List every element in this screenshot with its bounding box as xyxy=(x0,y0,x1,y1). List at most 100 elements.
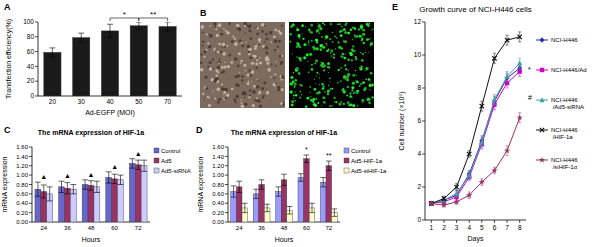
x-tick-label: 4 xyxy=(467,224,471,231)
y-tick xyxy=(422,187,425,188)
fluorescent-cell xyxy=(356,92,358,94)
y-tick-label: 12 xyxy=(414,18,422,25)
cell-texture xyxy=(250,55,254,59)
bar xyxy=(141,166,147,222)
cell-texture xyxy=(200,68,204,72)
cell-texture xyxy=(239,39,242,42)
y-tick xyxy=(29,165,32,166)
cell-texture xyxy=(220,33,223,36)
fluorescent-cell xyxy=(344,64,346,66)
fluorescent-cell xyxy=(305,105,307,107)
cell-texture xyxy=(255,63,258,66)
point xyxy=(492,56,496,60)
cell-texture xyxy=(280,32,283,35)
cell-texture xyxy=(236,95,239,98)
y-tick xyxy=(422,121,425,122)
point xyxy=(441,202,447,208)
fluorescent-cell xyxy=(361,99,364,102)
point xyxy=(454,191,459,196)
legend-label: NCI-H446/Ad xyxy=(551,67,587,73)
fluorescence-image xyxy=(289,22,374,108)
cell-texture xyxy=(256,59,258,61)
cell-texture xyxy=(241,99,242,100)
line-chart: Growth curve of NCI-H446 cells0246810121… xyxy=(398,5,587,243)
cell-texture xyxy=(240,62,242,64)
cell-texture xyxy=(241,104,245,108)
cell-texture xyxy=(255,27,257,29)
cell-texture xyxy=(241,75,244,78)
cell-texture xyxy=(258,38,261,41)
y-tick xyxy=(29,222,32,223)
series-line xyxy=(431,68,519,203)
legend-marker xyxy=(540,68,544,72)
fluorescent-cell xyxy=(308,40,310,42)
legend-label-line: /Ad5-siRNA xyxy=(551,104,584,110)
cell-texture xyxy=(222,52,226,56)
fluorescent-cell xyxy=(295,100,297,102)
cell-texture xyxy=(280,102,283,105)
cell-texture xyxy=(261,23,265,27)
legend-label: NCI-H446 /siHIF-1α xyxy=(551,157,578,170)
fluorescent-cell xyxy=(334,101,336,103)
point xyxy=(517,114,523,120)
legend-swatch xyxy=(344,168,349,173)
cell-texture xyxy=(274,29,277,32)
fluorescent-cell xyxy=(346,94,348,96)
cell-texture xyxy=(266,38,269,41)
fluorescent-cell xyxy=(350,92,351,93)
point xyxy=(467,173,472,178)
annotation: # xyxy=(528,94,532,101)
cell-texture xyxy=(252,104,255,107)
y-tick xyxy=(29,175,32,176)
cell-texture xyxy=(259,61,262,64)
x-axis-label: Hours xyxy=(275,236,294,243)
point xyxy=(491,167,497,173)
x-tick-label: 60 xyxy=(303,225,310,231)
cell-texture xyxy=(224,97,226,99)
cell-texture xyxy=(278,40,281,43)
y-tick xyxy=(225,156,228,157)
fluorescent-cell xyxy=(290,82,293,85)
fluorescent-cell xyxy=(330,88,332,90)
fluorescent-cell xyxy=(366,79,368,81)
fluorescent-cell xyxy=(362,53,364,55)
fluorescent-cell xyxy=(340,80,342,82)
fluorescent-cell xyxy=(311,68,314,71)
cell-texture xyxy=(274,39,278,43)
cell-texture xyxy=(213,90,214,91)
cell-texture xyxy=(208,96,210,98)
fluorescent-cell xyxy=(298,35,301,38)
fluorescent-cell xyxy=(294,86,296,88)
fluorescent-cell xyxy=(307,61,308,62)
fluorescent-cell xyxy=(298,72,301,75)
x-tick-label: 24 xyxy=(40,225,47,231)
error-bar xyxy=(332,209,338,217)
fluorescent-cell xyxy=(370,72,373,75)
cell-texture xyxy=(279,32,282,35)
legend: NCI-H446NCI-H446/AdNCI-H446 /Ad5-siRNANC… xyxy=(536,37,587,170)
cell-texture xyxy=(251,62,254,65)
y-tick xyxy=(29,147,32,148)
y-axis-label: Cell number (×10⁵) xyxy=(398,91,406,150)
y-tick xyxy=(225,184,228,185)
fluorescent-cell xyxy=(366,23,369,26)
fluorescent-cell xyxy=(351,49,354,52)
fluorescent-cell xyxy=(347,73,350,76)
cell-texture xyxy=(215,28,217,30)
cell-texture xyxy=(247,25,251,29)
legend-label: NCI-H446 xyxy=(551,37,578,43)
fluorescent-cell xyxy=(319,48,322,51)
point xyxy=(467,152,471,156)
cell-texture xyxy=(223,93,224,94)
cell-texture xyxy=(220,29,221,30)
cell-texture xyxy=(280,75,281,76)
y-tick-label: 2 xyxy=(417,183,421,190)
error-bar xyxy=(41,185,47,198)
y-tick xyxy=(35,22,38,23)
panel-label: B xyxy=(200,8,207,18)
cell-texture xyxy=(217,87,220,90)
y-tick-label: 0 xyxy=(417,216,421,223)
fluorescent-cell xyxy=(371,30,372,31)
fluorescent-cell xyxy=(365,52,366,53)
fluorescent-cell xyxy=(347,70,349,72)
